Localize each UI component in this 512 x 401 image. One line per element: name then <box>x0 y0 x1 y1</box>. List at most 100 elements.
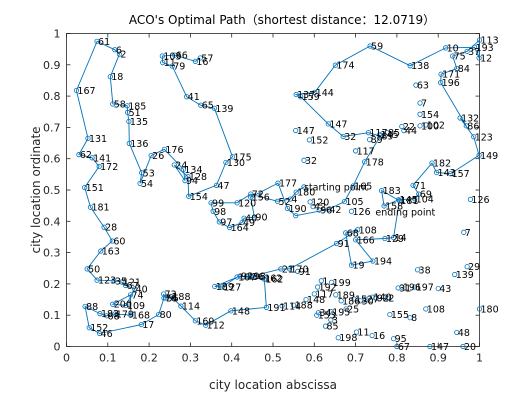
city-marker <box>471 44 478 50</box>
city-marker <box>312 89 318 95</box>
city-label: 195 <box>332 307 350 318</box>
x-tick-label: 0.7 <box>347 352 365 365</box>
y-tick-label: 1 <box>54 28 61 41</box>
city-marker <box>248 191 254 197</box>
y-tick-label: 0.8 <box>43 90 61 103</box>
city-marker <box>137 180 143 187</box>
city-label: 123 <box>98 276 116 287</box>
city-marker <box>401 127 407 134</box>
city-label: 117 <box>315 289 333 300</box>
city-marker <box>332 62 338 68</box>
city-marker <box>352 148 359 154</box>
city-label: 59 <box>371 42 383 53</box>
city-label: 16 <box>373 331 385 342</box>
city-marker <box>353 329 360 335</box>
city-marker <box>125 109 131 115</box>
city-label: 138 <box>411 61 429 72</box>
city-marker <box>73 87 80 94</box>
city-marker <box>384 295 391 301</box>
x-tick-label: 1 <box>476 352 483 365</box>
city-marker <box>126 140 132 146</box>
city-marker <box>454 329 460 336</box>
city-marker <box>192 58 198 64</box>
city-label: 2 <box>120 50 126 61</box>
city-marker <box>362 159 368 165</box>
city-marker <box>161 295 167 301</box>
city-marker <box>116 51 122 57</box>
city-marker <box>119 279 125 285</box>
city-marker <box>417 111 423 117</box>
city-marker <box>98 248 104 254</box>
city-label: 41 <box>188 92 200 103</box>
city-label: 114 <box>182 302 200 313</box>
city-label: 147 <box>297 126 315 137</box>
city-marker <box>212 283 218 290</box>
city-label: 179 <box>116 309 134 320</box>
city-marker <box>82 184 88 191</box>
city-marker <box>333 292 339 298</box>
city-label: 197 <box>416 283 434 294</box>
city-label: 154 <box>190 192 208 203</box>
city-marker <box>122 282 129 289</box>
city-label: 191 <box>267 303 285 314</box>
city-marker <box>329 279 335 285</box>
city-marker <box>306 137 312 143</box>
x-tick-label: 0.6 <box>306 352 324 365</box>
city-marker <box>192 318 198 324</box>
city-label: 65 <box>202 101 214 112</box>
city-marker <box>82 303 88 310</box>
y-tick-label: 0.5 <box>43 184 61 197</box>
city-label: 153 <box>318 311 336 322</box>
city-marker <box>295 268 301 274</box>
city-label: 162 <box>264 273 282 284</box>
city-marker <box>213 182 220 188</box>
city-label: 183 <box>101 309 119 320</box>
city-label: 129 <box>386 234 404 245</box>
city-label: 66 <box>176 51 188 62</box>
city-label: 2 <box>388 293 394 304</box>
city-label: 80 <box>160 310 172 321</box>
city-label: 145 <box>400 195 418 206</box>
city-marker <box>211 105 217 111</box>
city-label: 90 <box>255 213 267 224</box>
city-marker <box>278 266 284 272</box>
city-label: 100 <box>421 121 439 132</box>
city-label: 99 <box>212 198 224 209</box>
city-label: 181 <box>400 196 418 207</box>
city-marker <box>87 204 94 210</box>
city-label: 51 <box>129 108 141 119</box>
city-marker <box>286 266 293 272</box>
city-label: 40 <box>245 214 257 225</box>
city-label: 28 <box>105 223 117 234</box>
city-label: 168 <box>132 311 150 322</box>
city-label: 162 <box>265 275 283 286</box>
city-label: 126 <box>471 195 489 206</box>
city-label: 7 <box>421 98 427 109</box>
city-marker <box>260 275 266 281</box>
city-label: 123 <box>475 132 493 143</box>
city-marker <box>163 295 169 301</box>
city-label: 74 <box>132 290 144 301</box>
city-marker <box>454 65 460 72</box>
city-label: 108 <box>359 225 377 236</box>
city-marker <box>427 343 433 350</box>
x-axis-ticks: 0 0.1 0.2 0.3 0.4 0.5 0.6 0.7 0.8 0.9 1 <box>63 33 483 365</box>
city-label: 32 <box>305 156 317 167</box>
x-tick-label: 0.3 <box>182 352 200 365</box>
city-label: 91 <box>338 239 350 250</box>
path-layer <box>75 39 480 334</box>
city-marker <box>355 227 361 233</box>
city-label: 43 <box>439 284 451 295</box>
city-marker <box>387 311 393 318</box>
city-marker <box>180 166 186 172</box>
city-marker <box>390 336 397 342</box>
city-label: 178 <box>366 157 384 168</box>
city-marker <box>287 196 293 202</box>
y-tick-label: 0.3 <box>43 247 61 260</box>
city-marker <box>263 304 269 310</box>
city-marker <box>373 295 379 301</box>
city-label: 157 <box>452 169 470 180</box>
city-marker <box>417 123 423 129</box>
city-marker <box>234 200 240 206</box>
